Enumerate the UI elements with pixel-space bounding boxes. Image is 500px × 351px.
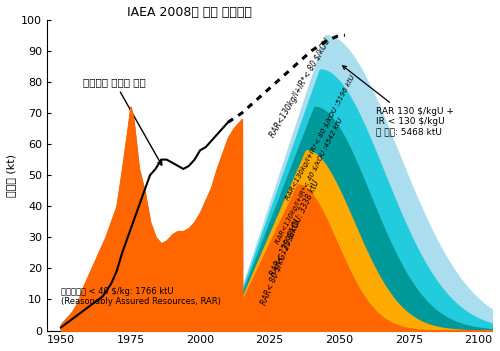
- Text: RAR<130kg/l+IR*< 80 $/kOU: RAR<130kg/l+IR*< 80 $/kOU: [268, 37, 332, 139]
- Text: RAR< 80 $/kG: 2598ktU: RAR< 80 $/kG: 2598ktU: [260, 218, 302, 306]
- Text: RAR< 130 $/kOU: 3338 ktU: RAR< 130 $/kOU: 3338 ktU: [268, 179, 321, 277]
- Text: IAEA 2008년 수요 시나리오: IAEA 2008년 수요 시나리오: [127, 6, 252, 19]
- Text: RAR 130 $/kgU +
IR < 130 $/kgU
총 합계: 5468 ktU: RAR 130 $/kgU + IR < 130 $/kgU 총 합계: 546…: [342, 66, 454, 137]
- Y-axis label: 우라늄 (kt): 우라늄 (kt): [6, 154, 16, 197]
- Text: RAR<130kg/l+IR*< 40 $/kOU :4542 ktU: RAR<130kg/l+IR*< 40 $/kOU :4542 ktU: [274, 117, 344, 245]
- Text: 확인매장량 < 40 $/kg: 1766 ktU
(Reasonably Assured Resources, RAR): 확인매장량 < 40 $/kg: 1766 ktU (Reasonably As…: [61, 287, 221, 306]
- Text: RAR<130kg/l+IR*< 80 $/kOU :5196 ktU: RAR<130kg/l+IR*< 80 $/kOU :5196 ktU: [284, 74, 356, 201]
- Text: 원자로의 우라늄 수요: 원자로의 우라늄 수요: [83, 77, 162, 165]
